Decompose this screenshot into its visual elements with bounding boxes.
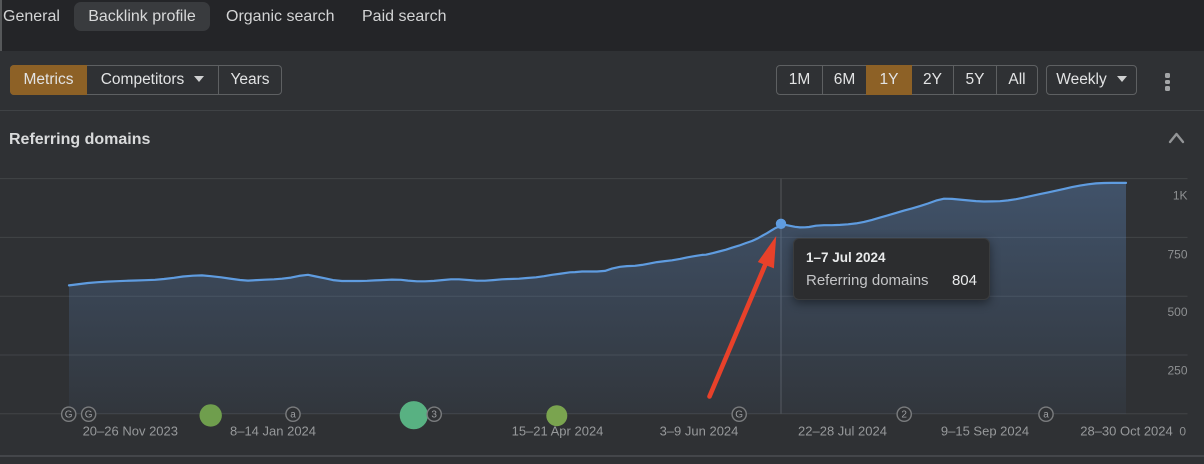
svg-text:a: a: [290, 410, 296, 421]
svg-text:1K: 1K: [1173, 189, 1188, 203]
svg-text:8–14 Jan 2024: 8–14 Jan 2024: [230, 424, 316, 439]
svg-text:2: 2: [901, 410, 907, 421]
svg-text:22–28 Jul 2024: 22–28 Jul 2024: [798, 424, 887, 439]
svg-text:0: 0: [1179, 425, 1186, 439]
svg-text:28–30 Oct 2024: 28–30 Oct 2024: [1080, 424, 1173, 439]
svg-text:15–21 Apr 2024: 15–21 Apr 2024: [512, 424, 604, 439]
svg-text:G: G: [65, 410, 73, 421]
svg-text:250: 250: [1167, 364, 1187, 378]
svg-text:G: G: [85, 410, 93, 421]
svg-text:500: 500: [1167, 305, 1187, 319]
svg-text:9–15 Sep 2024: 9–15 Sep 2024: [941, 424, 1029, 439]
svg-text:G: G: [735, 410, 743, 421]
svg-text:a: a: [1043, 410, 1049, 421]
svg-text:3: 3: [431, 410, 437, 421]
svg-text:3–9 Jun 2024: 3–9 Jun 2024: [660, 424, 739, 439]
svg-text:750: 750: [1167, 248, 1187, 262]
svg-text:20–26 Nov 2023: 20–26 Nov 2023: [83, 424, 178, 439]
